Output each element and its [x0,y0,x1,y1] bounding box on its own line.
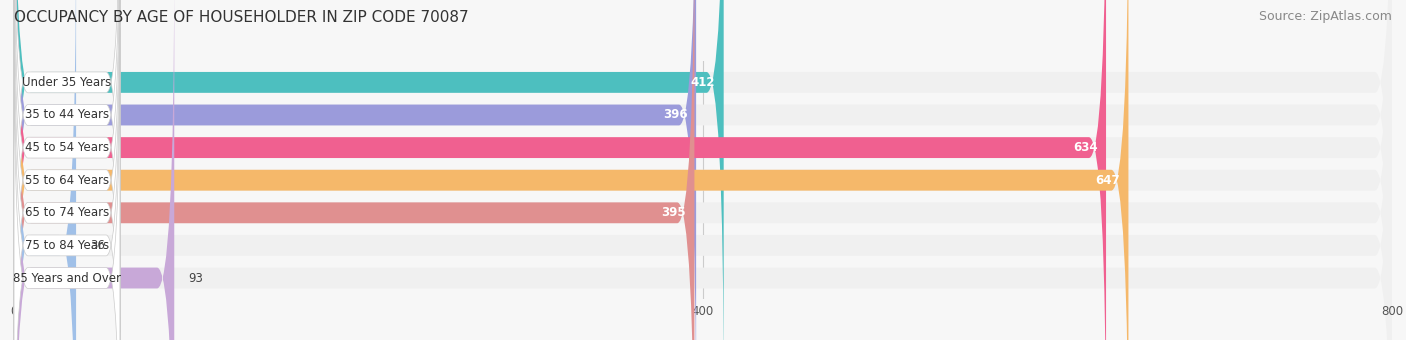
Text: 634: 634 [1073,141,1098,154]
FancyBboxPatch shape [14,0,120,340]
Text: 35 to 44 Years: 35 to 44 Years [25,108,110,121]
Text: 396: 396 [662,108,688,121]
Text: 85 Years and Over: 85 Years and Over [13,272,121,285]
FancyBboxPatch shape [14,0,724,340]
Text: 75 to 84 Years: 75 to 84 Years [25,239,110,252]
Text: 65 to 74 Years: 65 to 74 Years [25,206,110,219]
FancyBboxPatch shape [14,0,695,340]
FancyBboxPatch shape [14,0,120,333]
FancyBboxPatch shape [14,0,1392,340]
FancyBboxPatch shape [14,0,1129,340]
FancyBboxPatch shape [14,0,174,340]
FancyBboxPatch shape [14,0,1392,340]
Text: Under 35 Years: Under 35 Years [22,76,111,89]
FancyBboxPatch shape [14,0,120,340]
FancyBboxPatch shape [14,0,1392,340]
FancyBboxPatch shape [14,0,76,340]
Text: 395: 395 [661,206,686,219]
FancyBboxPatch shape [14,0,120,340]
FancyBboxPatch shape [14,0,120,340]
FancyBboxPatch shape [14,0,1392,340]
FancyBboxPatch shape [14,0,1392,340]
Text: 412: 412 [690,76,716,89]
Text: 647: 647 [1095,174,1119,187]
Text: 55 to 64 Years: 55 to 64 Years [25,174,110,187]
Text: OCCUPANCY BY AGE OF HOUSEHOLDER IN ZIP CODE 70087: OCCUPANCY BY AGE OF HOUSEHOLDER IN ZIP C… [14,10,468,25]
FancyBboxPatch shape [14,28,120,340]
FancyBboxPatch shape [14,0,1107,340]
FancyBboxPatch shape [14,0,1392,340]
Text: 36: 36 [90,239,104,252]
FancyBboxPatch shape [14,0,120,340]
FancyBboxPatch shape [14,0,1392,340]
Text: Source: ZipAtlas.com: Source: ZipAtlas.com [1258,10,1392,23]
Text: 93: 93 [188,272,202,285]
Text: 45 to 54 Years: 45 to 54 Years [25,141,110,154]
FancyBboxPatch shape [14,0,696,340]
